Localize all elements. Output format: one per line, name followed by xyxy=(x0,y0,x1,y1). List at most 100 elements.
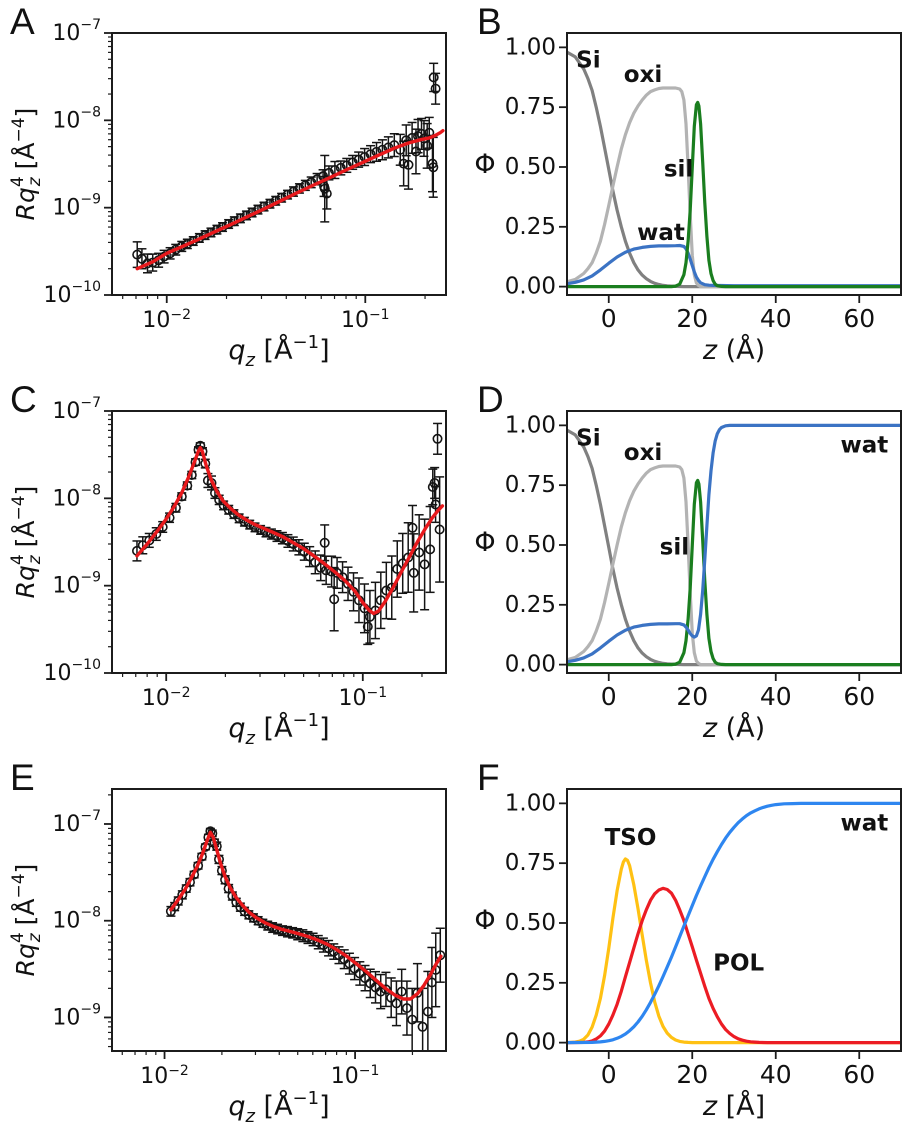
panel-letter-d: D xyxy=(477,379,504,420)
panel-letter-e: E xyxy=(10,757,35,798)
y-tick-label: 1.00 xyxy=(505,34,556,60)
x-tick-label: 40 xyxy=(760,304,792,333)
plot-c-reflectivity-chart: 10−2 10−1 10−7 10−8 10−9 10−10 qz [Å−1] Rq4z [Å… xyxy=(8,395,447,749)
x-tick-label: 0 xyxy=(601,1060,617,1089)
x-axis-label: qz [Å−1] xyxy=(228,710,329,749)
y-tick-label: 1.00 xyxy=(505,412,556,438)
series-wat-line xyxy=(567,801,901,1045)
y-tick-label: 10−9 xyxy=(52,570,101,599)
y-tick-label: 0.75 xyxy=(505,850,556,876)
x-axis-label: qz [Å−1] xyxy=(228,1088,329,1127)
plot-box xyxy=(566,32,902,296)
plot-area xyxy=(567,801,901,1045)
x-tick-label: 10−2 xyxy=(142,307,191,333)
y-tick-label: 10−8 xyxy=(52,905,101,934)
panel-letter-c: C xyxy=(10,379,37,420)
x-tick-label: 20 xyxy=(676,1060,708,1089)
x-tick-label: 0 xyxy=(601,682,617,711)
y-tick-label: 0.25 xyxy=(505,592,556,618)
curve-label-oxi: oxi xyxy=(624,62,663,88)
y-tick-label: 0.75 xyxy=(505,94,556,120)
panel-e: E 10−2 10−1 10−7 10−8 10−9 qz [Å−1] Rq4z [Å−4] xyxy=(0,756,455,1134)
error-bars xyxy=(132,422,445,646)
plot-area xyxy=(132,62,445,274)
y-tick-label: 0.00 xyxy=(505,1030,556,1056)
x-tick-label: 60 xyxy=(843,304,875,333)
curve-label-wat: wat xyxy=(840,433,888,459)
y-axis-label: Rq4z [Å−4] xyxy=(8,108,45,221)
panel-a: A 10−2 10−1 10−7 10−8 10−9 10−10 qz [Å−1] Rq4z … xyxy=(0,0,455,378)
y-axis-label: Φ xyxy=(474,527,495,558)
y-axis-label: Φ xyxy=(474,149,495,180)
y-tick-label: 0.25 xyxy=(505,970,556,996)
x-tick-label: 10−2 xyxy=(142,685,191,711)
y-tick-label: 10−7 xyxy=(52,808,101,837)
series-sil-line xyxy=(567,478,901,667)
fit-line xyxy=(169,830,443,1001)
x-axis-label: qz [Å−1] xyxy=(228,332,329,371)
y-axis-label: Φ xyxy=(474,905,495,936)
panel-c: C 10−2 10−1 10−7 10−8 10−9 10−10 qz [Å−1] Rq4z … xyxy=(0,378,455,756)
plot-box xyxy=(566,410,902,674)
y-tick-label: 10−7 xyxy=(52,395,101,424)
curve-label-wat: wat xyxy=(637,220,685,246)
plot-box xyxy=(111,788,447,1052)
y-tick-label: 10−9 xyxy=(52,1001,101,1030)
plot-area xyxy=(567,50,901,289)
x-tick-label: 10−1 xyxy=(331,1063,380,1089)
x-tick-label: 40 xyxy=(760,1060,792,1089)
y-tick-label: 0.50 xyxy=(505,532,556,558)
error-bars xyxy=(166,827,445,1051)
y-tick-label: 0.50 xyxy=(505,154,556,180)
series-oxi-line xyxy=(567,86,901,289)
scatter-points xyxy=(132,72,441,269)
plot-area xyxy=(567,423,901,667)
plot-box xyxy=(111,32,447,296)
x-axis-label: z (Å) xyxy=(702,712,765,744)
panel-b: B 0 20 40 60 1.00 0.75 0.50 0.25 0.00 Si oxi sil wat… xyxy=(455,0,909,378)
curve-label-POL: POL xyxy=(713,951,764,977)
y-tick-label: 10−10 xyxy=(43,657,101,686)
x-tick-label: 10−1 xyxy=(338,685,387,711)
y-tick-label: 0.75 xyxy=(505,472,556,498)
panel-d: D 0 20 40 60 1.00 0.75 0.50 0.25 0.00 Si oxi sil wat… xyxy=(455,378,909,756)
curve-label-oxi: oxi xyxy=(624,440,663,466)
panel-f: F 0 20 40 60 1.00 0.75 0.50 0.25 0.00 TSO POL wat z … xyxy=(455,756,909,1134)
x-tick-label: 10−1 xyxy=(341,307,390,333)
x-tick-label: 10−2 xyxy=(140,1063,189,1089)
x-tick-label: 0 xyxy=(601,304,617,333)
y-tick-label: 10−7 xyxy=(52,17,101,46)
curve-label-sil: sil xyxy=(664,156,693,182)
y-tick-label: 0.25 xyxy=(505,214,556,240)
error-bars xyxy=(132,62,441,274)
y-tick-label: 0.00 xyxy=(505,652,556,678)
x-tick-label: 60 xyxy=(843,1060,875,1089)
x-tick-label: 40 xyxy=(760,682,792,711)
fit-line xyxy=(135,129,445,271)
series-wat-line xyxy=(567,243,901,288)
y-tick-label: 10−8 xyxy=(52,482,101,511)
curve-label-Si: Si xyxy=(576,48,600,74)
plot-box xyxy=(566,788,902,1052)
y-tick-label: 10−9 xyxy=(52,192,101,221)
x-tick-label: 20 xyxy=(676,682,708,711)
x-tick-label: 20 xyxy=(676,304,708,333)
curve-label-wat: wat xyxy=(840,811,888,837)
plot-box xyxy=(111,410,447,674)
series-wat-line xyxy=(567,423,901,664)
panel-letter-b: B xyxy=(477,1,502,42)
series-TSO-line xyxy=(567,857,901,1045)
y-tick-label: 0.50 xyxy=(505,910,556,936)
y-axis-label: Rq4z [Å−4] xyxy=(8,486,45,599)
y-axis-label: Rq4z [Å−4] xyxy=(8,864,45,977)
plot-area xyxy=(165,826,446,1051)
curve-label-TSO: TSO xyxy=(605,825,657,851)
scatter-points xyxy=(132,433,445,632)
y-tick-label: 10−8 xyxy=(52,104,101,133)
plot-area xyxy=(132,422,445,646)
plot-f-volume-fraction-chart: 0 20 40 60 1.00 0.75 0.50 0.25 0.00 TSO POL wat z [Å… xyxy=(474,788,902,1122)
curve-label-sil: sil xyxy=(660,534,689,560)
plot-e-reflectivity-chart: 10−2 10−1 10−7 10−8 10−9 qz [Å−1] Rq4z [Å−4] xyxy=(8,788,447,1127)
